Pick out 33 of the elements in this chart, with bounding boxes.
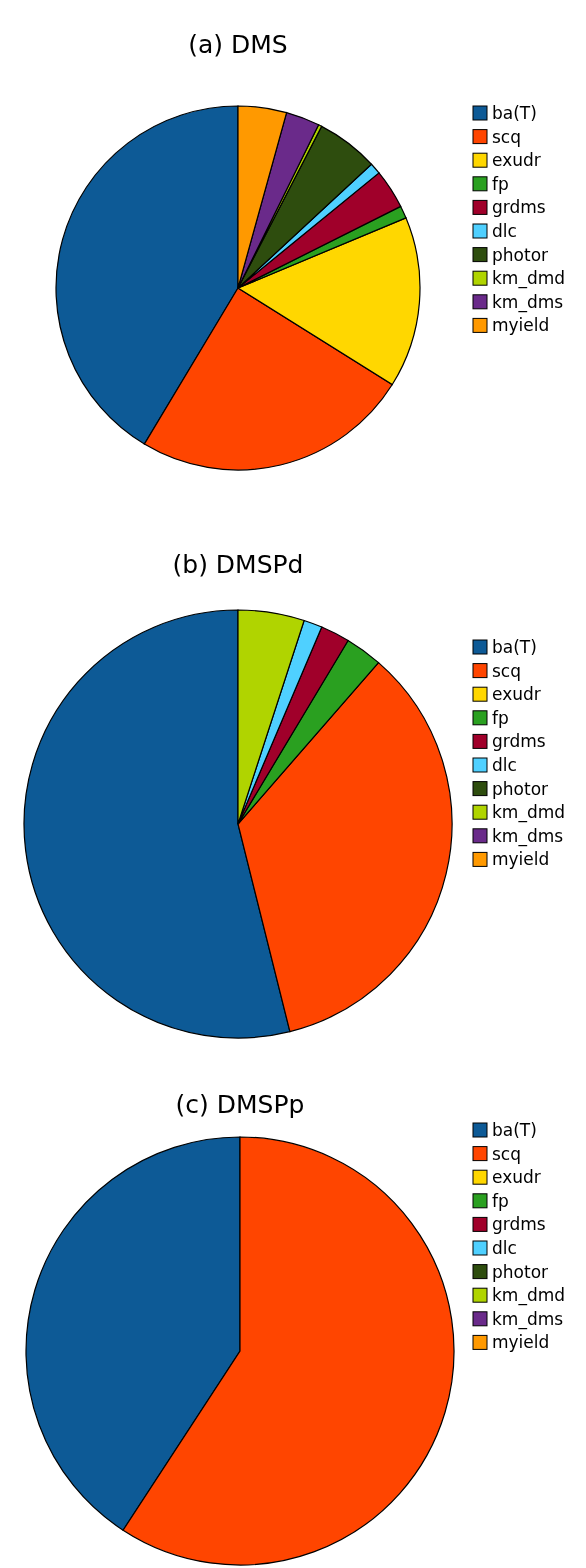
legend-label: myield	[492, 849, 550, 870]
legend-label: ba(T)	[492, 637, 537, 657]
legend-label: exudr	[492, 150, 541, 171]
legend-label: fp	[492, 173, 509, 194]
legend-label: dlc	[492, 221, 517, 241]
legend-label: km_dmd	[492, 268, 566, 290]
legend-label: km_dmd	[492, 1285, 566, 1307]
legend-label: ba(T)	[492, 103, 537, 123]
legend-label: scq	[492, 660, 521, 681]
legend-label: photor	[492, 1261, 549, 1282]
legend-label: scq	[492, 1143, 521, 1164]
legend-label: exudr	[492, 684, 541, 705]
legend-label: grdms	[492, 1214, 546, 1235]
legend-label: grdms	[492, 197, 546, 218]
legend-label: dlc	[492, 1238, 517, 1258]
legend-label: grdms	[492, 731, 546, 752]
legend-label: km_dmd	[492, 802, 566, 824]
legend-label: scq	[492, 126, 521, 147]
legend-label: fp	[492, 1190, 509, 1211]
chart-title: (c) DMSPp	[175, 1090, 305, 1119]
legend-label: myield	[492, 315, 550, 336]
legend-label: photor	[492, 778, 549, 799]
legend-label: fp	[492, 707, 509, 728]
legend-label: ba(T)	[492, 1120, 537, 1140]
chart-title: (a) DMS	[188, 30, 288, 59]
chart-title: (b) DMSPd	[172, 550, 304, 579]
legend-label: exudr	[492, 1167, 541, 1188]
legend-label: km_dms	[492, 291, 564, 313]
legend-label: myield	[492, 1332, 550, 1353]
legend-label: km_dms	[492, 1308, 564, 1330]
legend-label: dlc	[492, 755, 517, 775]
legend-label: km_dms	[492, 825, 564, 847]
legend-label: photor	[492, 244, 549, 265]
